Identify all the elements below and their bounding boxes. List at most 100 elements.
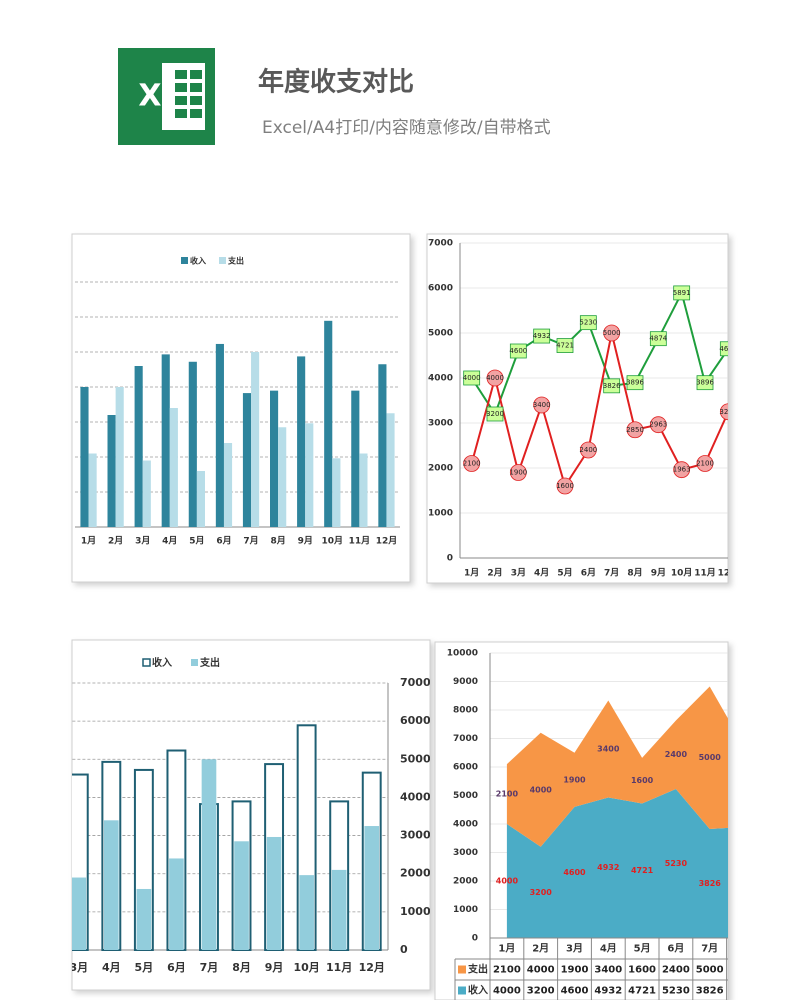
data-label: 4000 xyxy=(530,785,553,794)
data-label: 2100 xyxy=(696,460,714,468)
x-tick-label: 10月 xyxy=(293,961,319,974)
bar xyxy=(332,458,340,527)
data-label: 2100 xyxy=(496,790,519,799)
bar xyxy=(89,454,97,528)
bar xyxy=(364,826,379,950)
table-cell: 3896 xyxy=(730,986,758,997)
y-tick-label: 0 xyxy=(400,943,408,956)
table-cell: 3200 xyxy=(527,986,555,997)
data-label: 3826 xyxy=(603,382,621,390)
y-tick-label: 2000 xyxy=(453,877,478,887)
data-label: 3400 xyxy=(533,401,551,409)
bar xyxy=(39,797,54,950)
table-cell: 4874 xyxy=(763,986,791,997)
bar xyxy=(5,797,23,950)
data-label: 2400 xyxy=(579,446,597,454)
table-cell: 4000 xyxy=(493,986,521,997)
data-label: 1600 xyxy=(556,482,574,490)
y-tick-label: 9000 xyxy=(453,677,478,687)
data-label: 2963 xyxy=(766,752,788,761)
y-tick-label: 4000 xyxy=(453,820,478,830)
data-label: 3200 xyxy=(486,410,504,418)
table-cell: 3400 xyxy=(594,965,622,976)
y-tick-label: 8000 xyxy=(453,706,478,716)
x-tick-label: 5月 xyxy=(557,568,572,579)
data-label: 2850 xyxy=(626,426,644,434)
bar xyxy=(305,423,313,527)
data-label: 4600 xyxy=(563,868,586,877)
page-subtitle: Excel/A4打印/内容随意修改/自带格式 xyxy=(262,118,551,138)
bar xyxy=(137,889,152,950)
data-label: 4000 xyxy=(463,374,481,382)
x-tick-label: 10月 xyxy=(322,536,344,547)
x-tick-label: 6月 xyxy=(667,943,684,955)
x-tick-label: 8月 xyxy=(270,536,285,547)
data-label: 3896 xyxy=(732,878,755,887)
x-tick-label: 8月 xyxy=(232,961,251,974)
legend-swatch xyxy=(458,966,466,974)
data-label: 4000 xyxy=(486,374,504,382)
bar xyxy=(224,443,232,527)
logo-text: X xyxy=(138,79,161,114)
x-tick-label: 9月 xyxy=(769,943,786,955)
x-tick-label: 9月 xyxy=(651,568,666,579)
bar xyxy=(278,427,286,527)
data-label: 5000 xyxy=(699,753,722,762)
bar xyxy=(243,393,251,527)
y-tick-label: 6000 xyxy=(428,284,453,294)
bar xyxy=(37,828,55,950)
x-tick-label: 3月 xyxy=(511,568,526,579)
x-tick-label: 7月 xyxy=(701,943,718,955)
bar xyxy=(332,870,347,950)
data-label: 4874 xyxy=(766,864,789,873)
bar xyxy=(169,858,184,950)
y-tick-label: 7000 xyxy=(453,734,478,744)
x-tick-label: 4月 xyxy=(102,961,121,974)
data-label: 5891 xyxy=(673,289,691,297)
data-label: 2963 xyxy=(649,421,667,429)
y-tick-label: 1000 xyxy=(453,905,478,915)
x-tick-label: 8月 xyxy=(627,568,642,579)
bar xyxy=(270,391,278,527)
x-tick-label: 7月 xyxy=(243,536,258,547)
y-tick-label: 3000 xyxy=(428,419,453,429)
y-tick-label: 2000 xyxy=(400,867,431,880)
legend-swatch xyxy=(181,257,188,264)
x-tick-label: 1月 xyxy=(498,943,515,955)
legend-label: 支出 xyxy=(227,256,244,266)
data-label: 3896 xyxy=(626,379,644,387)
x-tick-label: 3月 xyxy=(566,943,583,955)
bar xyxy=(359,454,367,528)
bar xyxy=(143,461,151,528)
data-label: 4721 xyxy=(556,342,574,350)
legend-label: 收入 xyxy=(152,656,172,669)
y-tick-label: 6000 xyxy=(400,714,431,727)
y-tick-label: 3000 xyxy=(400,829,431,842)
y-tick-label: 5000 xyxy=(400,752,431,765)
y-tick-label: 0 xyxy=(472,934,478,944)
data-label: 3200 xyxy=(530,888,553,897)
bar xyxy=(170,408,178,527)
bar xyxy=(104,820,119,950)
bar xyxy=(299,875,314,950)
table-cell: 2850 xyxy=(730,965,758,976)
data-label: 5230 xyxy=(665,859,688,868)
data-label: 2100 xyxy=(463,460,481,468)
table-cell: 4600 xyxy=(561,986,589,997)
legend-swatch xyxy=(191,659,198,666)
x-tick-label: 11月 xyxy=(326,961,352,974)
y-tick-label: 4000 xyxy=(400,790,431,803)
bar xyxy=(351,391,359,527)
bar xyxy=(267,837,282,950)
table-cell: 1900 xyxy=(561,965,589,976)
data-label: 1600 xyxy=(631,776,654,785)
table-cell: 2100 xyxy=(493,965,521,976)
legend-label: 收入 xyxy=(190,256,206,266)
x-tick-label: 3月 xyxy=(135,536,150,547)
x-tick-label: 1月 xyxy=(81,536,96,547)
x-tick-label: 6月 xyxy=(581,568,596,579)
y-tick-label: 4000 xyxy=(428,374,453,384)
x-tick-label: 6月 xyxy=(167,961,186,974)
x-tick-label: 11月 xyxy=(694,568,716,579)
